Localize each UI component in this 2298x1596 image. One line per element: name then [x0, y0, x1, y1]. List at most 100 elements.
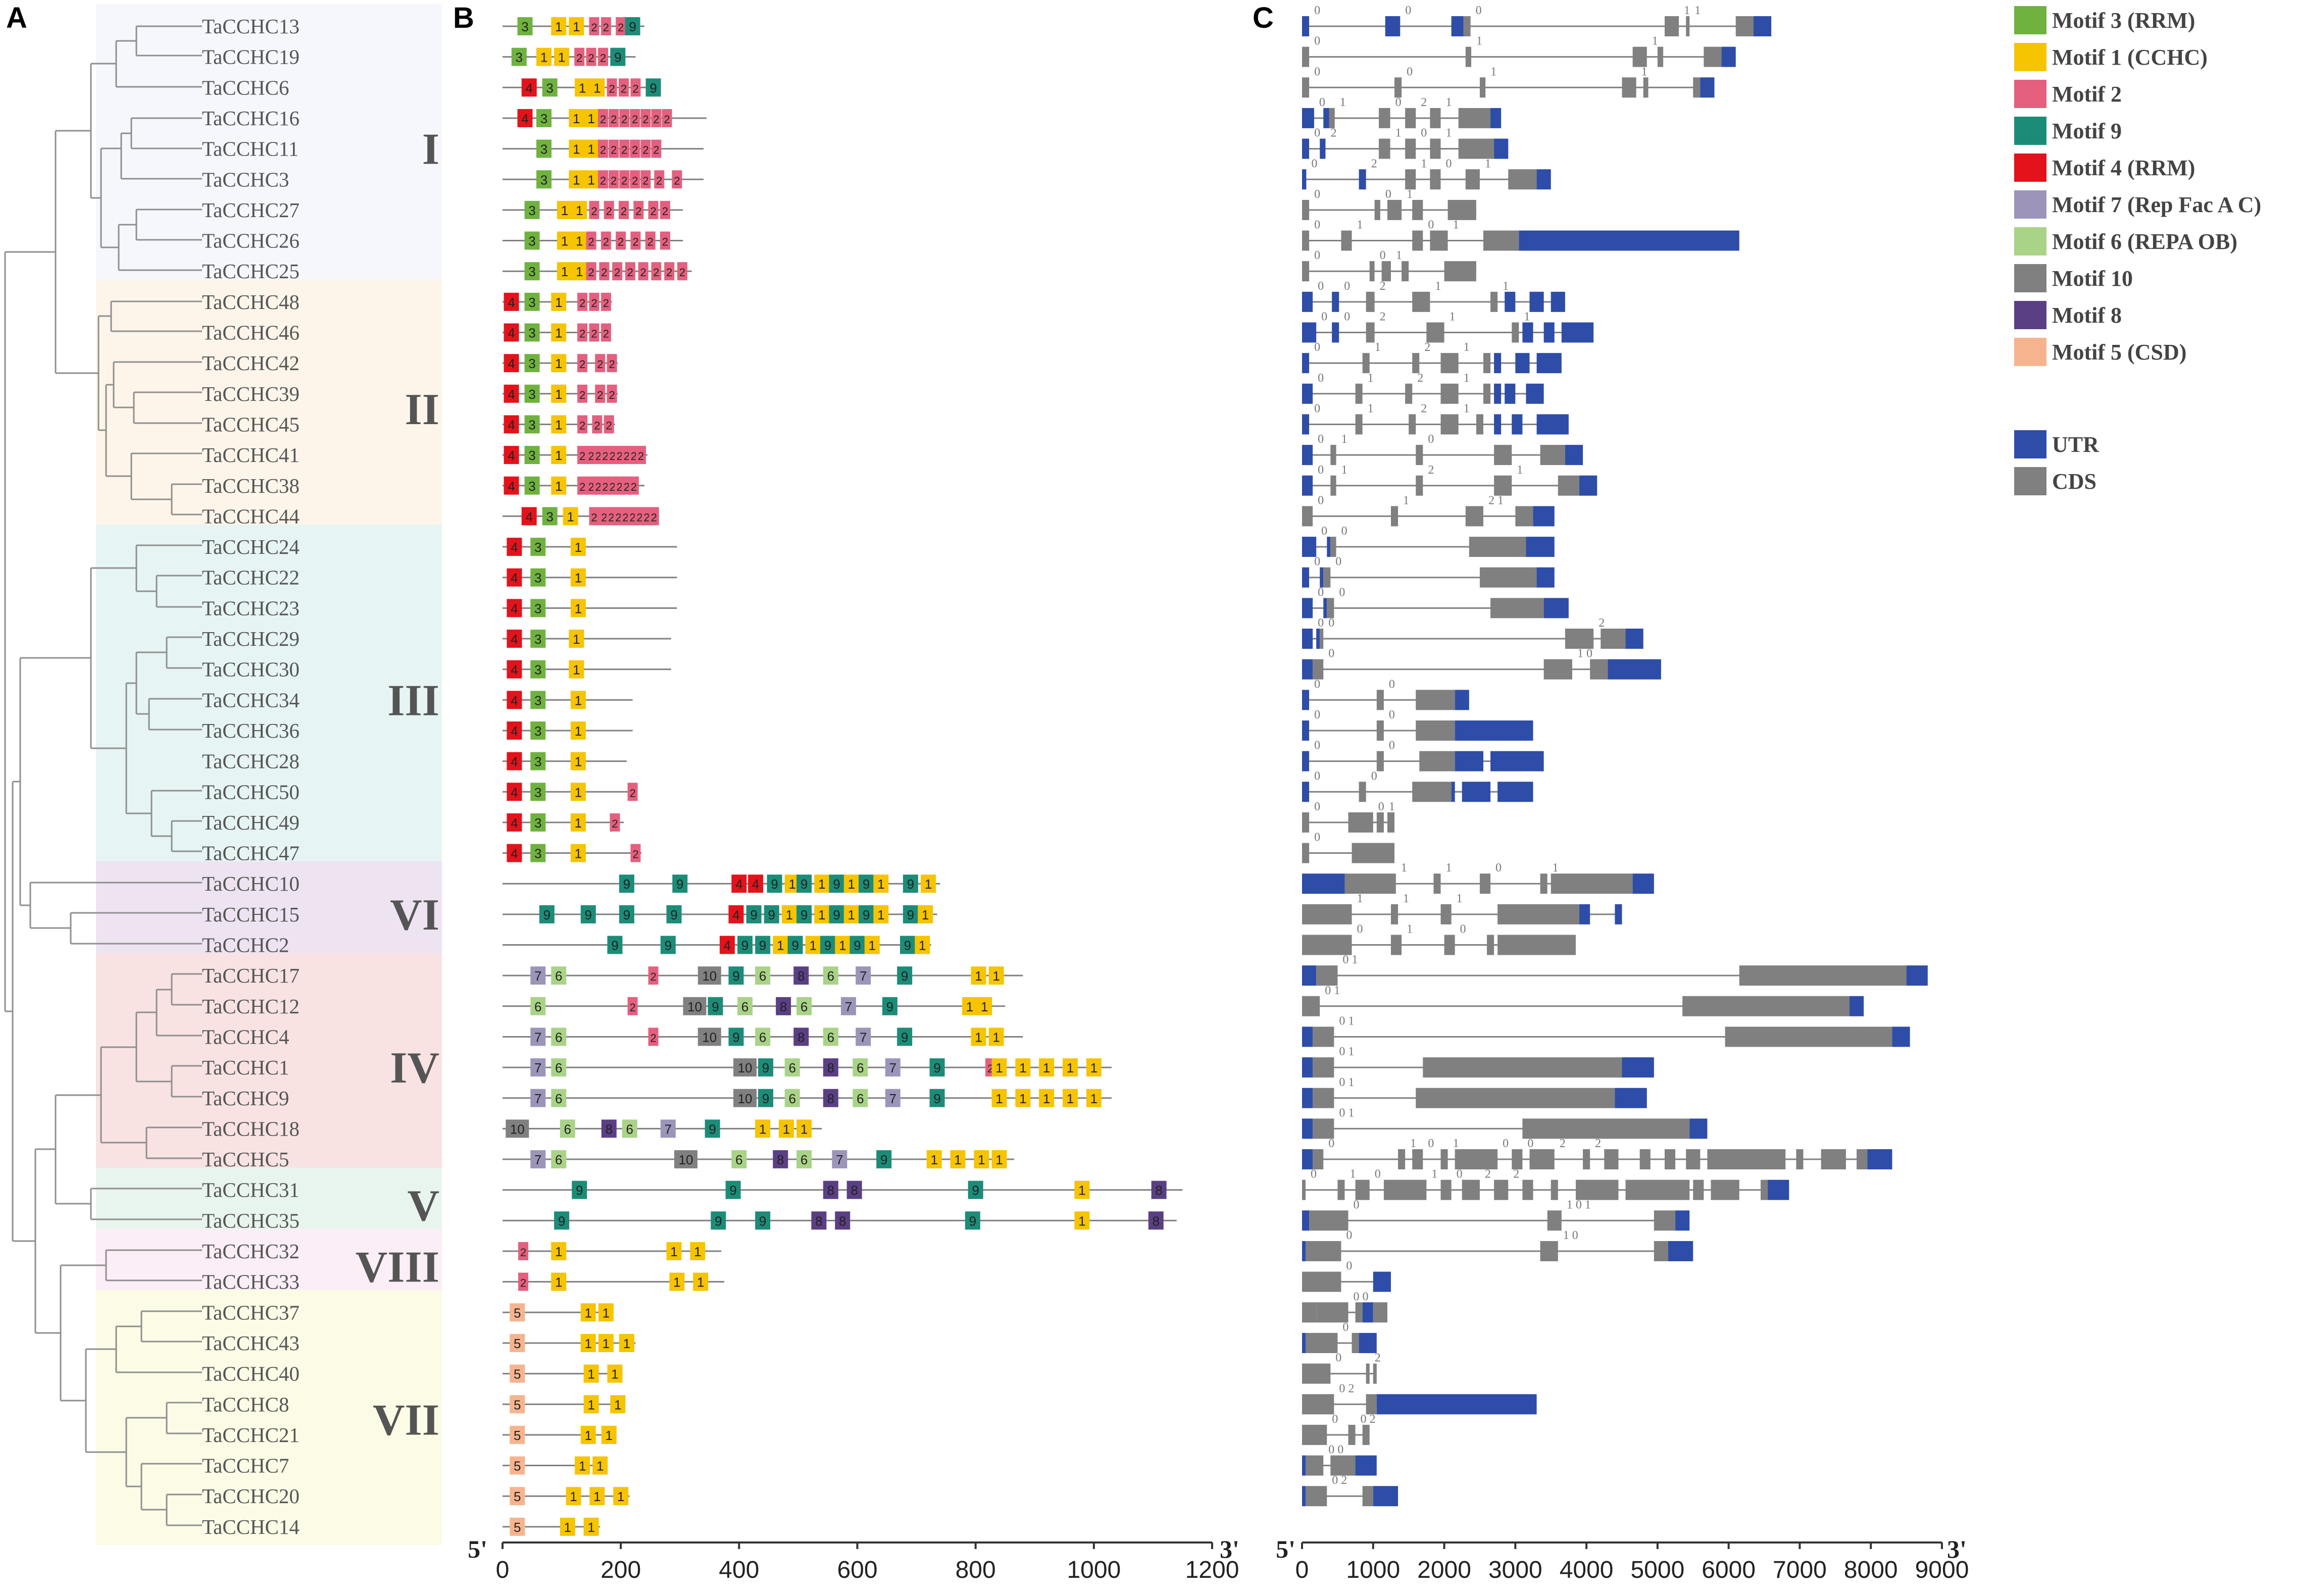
motif-label: 1	[603, 1336, 610, 1351]
motif-label: 8	[827, 1091, 834, 1106]
motif-box-8	[846, 1180, 862, 1199]
gene-label: TaCCHC45	[202, 413, 299, 436]
legend-swatch-motif-4	[2014, 153, 2046, 182]
motif-box-4	[504, 415, 519, 434]
motif-label: 2	[617, 481, 623, 493]
motif-label: 5	[514, 1305, 521, 1320]
legend-label-motif-10: Motif 10	[2052, 266, 2133, 291]
motif-box-2	[640, 109, 651, 127]
motif-label: 9	[715, 1213, 722, 1228]
legend-swatch-motif-1	[2014, 43, 2046, 71]
cds-segment	[1522, 1179, 1533, 1200]
motif-box-8	[823, 1058, 838, 1077]
motif-label: 7	[534, 968, 541, 984]
gene-label: TaCCHC21	[202, 1423, 299, 1447]
motif-box-2	[599, 262, 610, 281]
motif-label: 4	[508, 387, 515, 402]
protein-row: 4 3 1 2	[503, 783, 638, 801]
motif-label: 2	[644, 511, 650, 524]
cds-segment	[1476, 414, 1483, 435]
motif-box-6	[731, 1150, 747, 1169]
motif-label: 1	[555, 295, 562, 310]
motif-box-1	[551, 1272, 567, 1291]
intron-phase: 0	[1328, 647, 1334, 660]
motif-box-3	[530, 599, 546, 617]
cds-segment	[1412, 199, 1423, 220]
cds-segment	[1686, 16, 1690, 36]
motif-box-1	[835, 936, 851, 954]
motif-box-3	[530, 568, 546, 587]
motif-label: 1	[575, 693, 582, 708]
motif-box-2	[609, 139, 619, 158]
cds-segment	[1419, 751, 1455, 771]
motif-label: 7	[836, 1152, 843, 1167]
legend: Motif 3 (RRM) Motif 1 (CCHC) Motif 2 Motif …	[2014, 6, 2261, 495]
motif-label: 1	[585, 1428, 592, 1443]
motif-label: 1	[777, 938, 784, 953]
legend-swatch-motif-9	[2014, 117, 2046, 145]
intron-phase: 0	[1311, 157, 1317, 170]
motif-label: 1	[818, 907, 825, 922]
motif-box-9	[900, 936, 916, 954]
motif-box-2	[595, 384, 606, 403]
motif-box-1	[1074, 1180, 1090, 1199]
cds-segment	[1394, 77, 1402, 98]
cds-segment	[1490, 598, 1544, 619]
motif-box-2	[589, 323, 600, 342]
intron-phase: 0	[1318, 616, 1324, 630]
utr-segment	[1536, 567, 1555, 588]
motif-label: 2	[595, 450, 602, 462]
utr-segment	[1302, 1455, 1306, 1476]
motif-box-9	[728, 966, 744, 985]
intron-phase: 0	[1428, 219, 1434, 232]
utr-segment	[1543, 322, 1555, 343]
utr-segment	[1302, 383, 1313, 404]
cds-segment	[1440, 1149, 1448, 1170]
intron-phase: 0	[1346, 1260, 1352, 1273]
motif-label: 2	[606, 205, 612, 218]
motif-label: 1	[558, 50, 565, 65]
intron-phase: 1	[1340, 96, 1346, 109]
utr-segment	[1455, 690, 1469, 710]
motif-box-7	[530, 1027, 546, 1046]
motif-label: 9	[768, 907, 775, 922]
cds-segment	[1686, 1149, 1701, 1170]
motif-box-1	[569, 660, 584, 679]
motif-label: 1	[839, 938, 846, 953]
motif-label: 2	[579, 297, 585, 310]
motif-label: 2	[653, 266, 659, 279]
cds-segment	[1302, 1271, 1341, 1292]
motif-label: 2	[647, 236, 654, 248]
motif-label: 1	[788, 877, 795, 892]
motif-box-9	[660, 936, 676, 954]
clade-band-III	[96, 525, 442, 871]
motif-box-1	[575, 78, 590, 97]
cds-segment	[1302, 199, 1310, 220]
intron-phase: 2	[1488, 494, 1494, 507]
intron-phase: 1	[1348, 1014, 1354, 1027]
motif-box-9	[666, 905, 682, 923]
motif-label: 2	[601, 511, 607, 524]
gene-structure-row: 0	[1302, 1321, 1377, 1353]
utr-segment	[1494, 414, 1502, 435]
motif-box-4	[504, 323, 519, 342]
motif-label: 1	[555, 1275, 562, 1290]
motif-label: 2	[591, 328, 597, 340]
axis-c-end: 3'	[1947, 1535, 1967, 1563]
motif-label: 3	[534, 632, 541, 647]
motif-box-4	[507, 721, 522, 740]
motif-label: 9	[709, 1121, 716, 1137]
motif-label: 1	[694, 1244, 701, 1259]
motif-box-7	[530, 1150, 546, 1169]
motif-label: 7	[860, 968, 867, 984]
motif-label: 6	[741, 999, 748, 1014]
motif-box-10	[697, 1027, 721, 1046]
motif-label: 8	[827, 1183, 834, 1198]
motif-box-4	[507, 568, 522, 587]
